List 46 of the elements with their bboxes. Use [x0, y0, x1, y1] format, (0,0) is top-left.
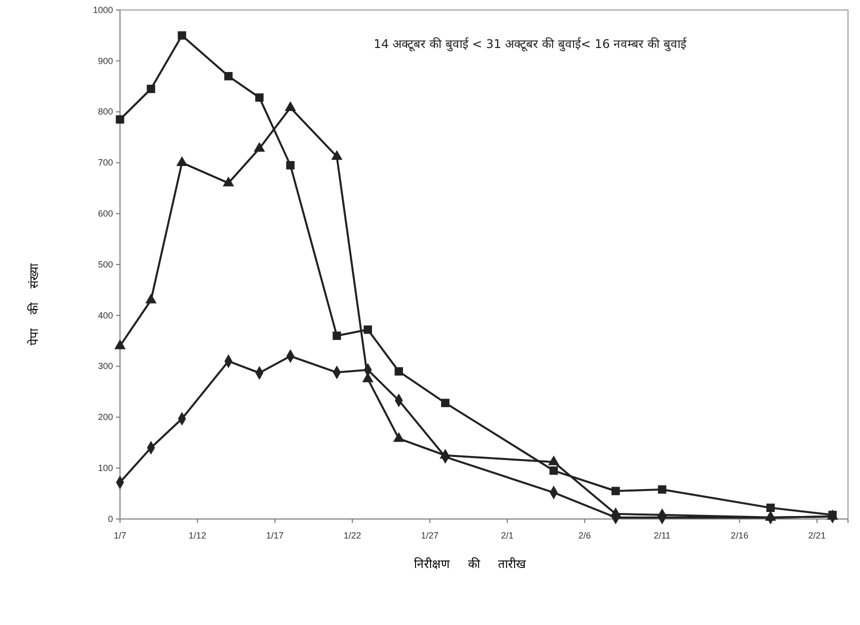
y-tick-label: 0 [108, 514, 113, 524]
x-axis-title: निरीक्षण की तारीख [414, 557, 526, 571]
x-tick-label: 2/1 [500, 530, 514, 541]
y-tick-label: 1000 [92, 4, 113, 15]
y-tick-label: 400 [98, 310, 113, 320]
x-tick-label: 1/12 [188, 530, 206, 541]
point [254, 142, 266, 152]
point [766, 504, 775, 512]
point [658, 485, 666, 494]
point [393, 432, 404, 442]
point [145, 294, 157, 304]
point [255, 93, 264, 102]
x-tick-label: 1/7 [114, 530, 126, 541]
y-tick-label: 100 [98, 462, 113, 473]
y-tick-label: 800 [98, 106, 113, 117]
point [224, 72, 233, 80]
x-tick-label: 2/16 [730, 530, 748, 541]
y-tick-label: 900 [98, 56, 113, 66]
x-tick-label: 1/27 [421, 530, 439, 541]
y-tick-label: 200 [98, 412, 113, 422]
point [611, 486, 620, 496]
point [441, 398, 450, 408]
y-axis-title: पेपा की संख्या [27, 262, 41, 346]
point [286, 161, 295, 170]
point [178, 31, 186, 40]
annotation: 14 अक्टूबर की बुवाई < 31 अक्टूबर की बुवाई< 16 नवम्बर की बुवाई [374, 37, 688, 52]
point [146, 84, 156, 94]
point [550, 466, 558, 475]
point [364, 325, 372, 334]
y-tick-label: 500 [98, 259, 113, 270]
point [176, 156, 188, 166]
point [284, 101, 296, 111]
point [394, 367, 403, 376]
point [116, 115, 124, 124]
point [222, 176, 234, 186]
x-tick-label: 2/11 [654, 530, 671, 541]
y-tick-label: 700 [98, 158, 113, 168]
x-tick-label: 1/17 [266, 530, 284, 541]
x-tick-label: 2/21 [808, 530, 826, 541]
x-tick-label: 2/6 [578, 530, 591, 541]
point [331, 150, 342, 160]
point [114, 339, 126, 350]
point [332, 332, 342, 340]
x-tick-label: 1/22 [344, 530, 362, 541]
y-tick-label: 600 [98, 208, 113, 218]
y-tick-label: 300 [98, 361, 113, 372]
